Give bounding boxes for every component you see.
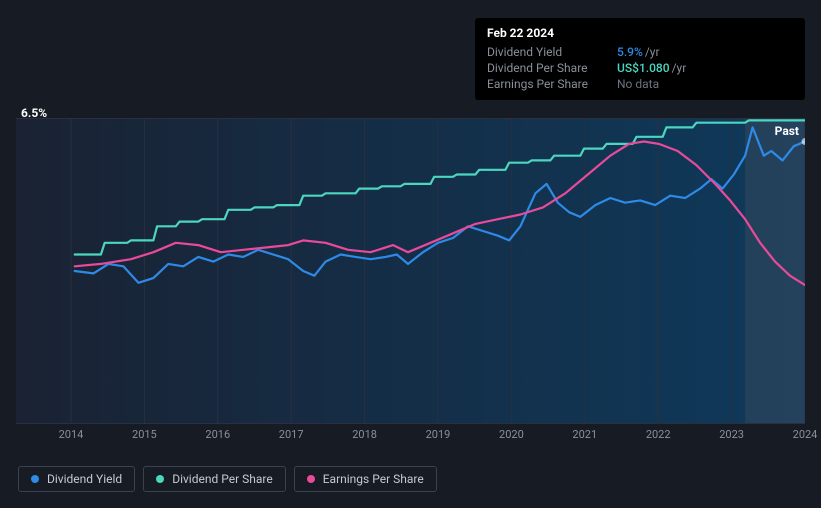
legend-dot: [156, 475, 164, 483]
x-tick-label: 2023: [719, 428, 744, 441]
legend: Dividend Yield Dividend Per Share Earnin…: [18, 466, 437, 492]
legend-item-dividend-per-share[interactable]: Dividend Per Share: [143, 466, 286, 492]
x-tick-label: 2020: [499, 428, 524, 441]
x-tick-label: 2014: [59, 428, 84, 441]
x-tick-label: 2024: [793, 428, 818, 441]
legend-dot: [307, 475, 315, 483]
past-marker: Past: [775, 124, 799, 138]
legend-item-dividend-yield[interactable]: Dividend Yield: [18, 466, 135, 492]
legend-label: Dividend Per Share: [172, 472, 273, 486]
chart-tooltip: Feb 22 2024 Dividend Yield5.9%/yrDividen…: [475, 18, 805, 100]
chart-plot: [16, 118, 805, 424]
legend-dot: [31, 475, 39, 483]
tooltip-row-label: Earnings Per Share: [487, 77, 617, 91]
tooltip-row: Earnings Per ShareNo data: [487, 76, 793, 92]
x-tick-label: 2019: [426, 428, 451, 441]
tooltip-row: Dividend Yield5.9%/yr: [487, 44, 793, 60]
tooltip-row-value: US$1.080/yr: [617, 61, 686, 75]
x-tick-label: 2022: [646, 428, 671, 441]
x-tick-label: 2021: [572, 428, 597, 441]
tooltip-date: Feb 22 2024: [487, 26, 793, 40]
tooltip-row-label: Dividend Yield: [487, 45, 617, 59]
chart-area: 6.5% 0% Past 201420152016201720182019202…: [16, 106, 805, 446]
legend-label: Dividend Yield: [47, 472, 122, 486]
tooltip-row-label: Dividend Per Share: [487, 61, 617, 75]
x-tick-label: 2016: [205, 428, 230, 441]
x-tick-label: 2018: [352, 428, 377, 441]
tooltip-row-value: 5.9%/yr: [617, 45, 660, 59]
legend-item-earnings-per-share[interactable]: Earnings Per Share: [294, 466, 437, 492]
x-tick-label: 2015: [132, 428, 157, 441]
legend-label: Earnings Per Share: [323, 472, 424, 486]
tooltip-row-value: No data: [617, 77, 659, 91]
tooltip-row: Dividend Per ShareUS$1.080/yr: [487, 60, 793, 76]
x-tick-label: 2017: [279, 428, 304, 441]
